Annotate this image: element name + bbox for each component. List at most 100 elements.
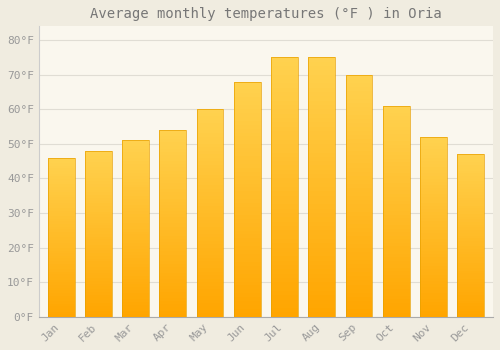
Bar [85,228,112,231]
Bar [234,172,260,176]
Bar [346,260,372,264]
Bar [346,119,372,123]
Bar [85,250,112,253]
Bar [271,261,298,265]
Bar [420,164,447,167]
Bar [122,252,149,255]
Bar [122,234,149,237]
Bar [308,92,335,96]
Bar [160,170,186,174]
Bar [308,230,335,235]
Bar [458,230,484,233]
Bar [234,293,260,297]
Bar [234,211,260,215]
Bar [122,193,149,196]
Bar [383,124,409,127]
Bar [122,140,149,143]
Bar [234,183,260,188]
Bar [196,151,224,154]
Bar [383,282,409,285]
Bar [346,285,372,288]
Bar [122,164,149,167]
Bar [48,176,74,179]
Bar [85,156,112,159]
Bar [122,155,149,158]
Bar [308,248,335,252]
Bar [122,296,149,299]
Bar [160,230,186,233]
Bar [271,183,298,187]
Bar [234,223,260,227]
Bar [160,292,186,295]
Bar [383,117,409,120]
Bar [122,146,149,149]
Bar [346,83,372,87]
Bar [346,244,372,248]
Bar [346,87,372,91]
Bar [85,164,112,167]
Bar [48,158,74,160]
Bar [271,187,298,191]
Bar [346,220,372,224]
Bar [196,244,224,248]
Bar [308,191,335,196]
Bar [196,199,224,203]
Bar [271,226,298,230]
Bar [383,152,409,155]
Bar [271,248,298,252]
Bar [122,205,149,208]
Bar [383,271,409,275]
Bar [383,141,409,145]
Bar [234,105,260,109]
Bar [48,309,74,312]
Bar [346,216,372,220]
Bar [458,301,484,303]
Bar [271,70,298,75]
Bar [271,178,298,183]
Bar [160,289,186,292]
Bar [308,295,335,300]
Bar [458,257,484,260]
Bar [196,144,224,147]
Bar [420,188,447,191]
Bar [122,299,149,302]
Bar [308,170,335,174]
Bar [383,145,409,148]
Bar [48,314,74,317]
Bar [122,264,149,267]
Bar [458,306,484,309]
Bar [48,195,74,197]
Bar [160,239,186,242]
Bar [383,109,409,113]
Bar [160,276,186,279]
Bar [122,140,149,317]
Bar [383,299,409,303]
Bar [346,309,372,313]
Bar [308,213,335,217]
Bar [458,292,484,295]
Bar [383,229,409,232]
Bar [234,297,260,301]
Bar [458,279,484,282]
Bar [196,254,224,258]
Bar [383,204,409,208]
Bar [196,130,224,133]
Bar [458,271,484,273]
Bar [122,311,149,314]
Bar [346,143,372,147]
Bar [271,131,298,135]
Bar [196,293,224,296]
Bar [271,127,298,131]
Bar [196,109,224,113]
Bar [48,290,74,293]
Bar [160,167,186,170]
Bar [308,256,335,261]
Bar [234,274,260,278]
Bar [458,225,484,228]
Bar [271,304,298,308]
Bar [420,218,447,221]
Bar [420,242,447,245]
Bar [420,170,447,173]
Bar [346,248,372,252]
Bar [160,301,186,304]
